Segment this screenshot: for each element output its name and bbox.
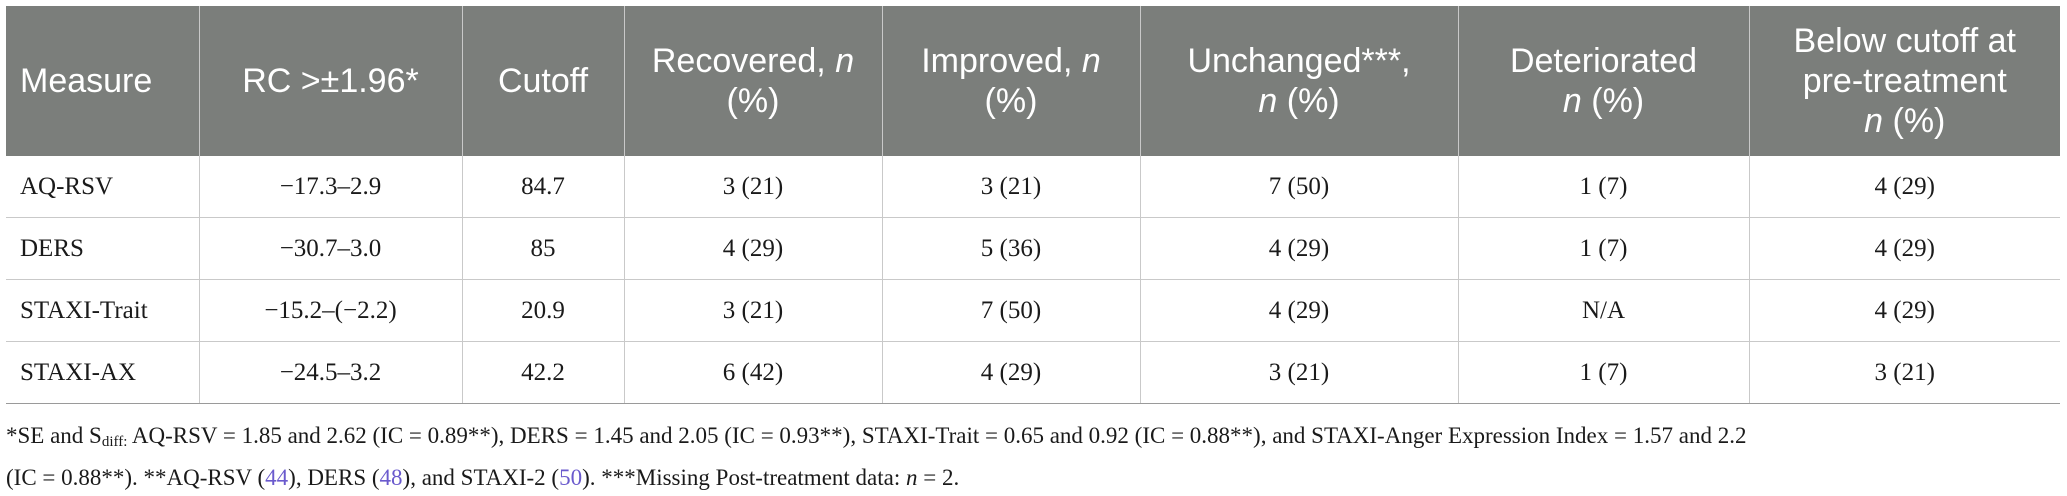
cell-recovered: 6 (42) (623, 341, 882, 404)
cell-measure: STAXI-Trait (6, 279, 199, 342)
cell-cutoff: 85 (461, 217, 624, 280)
cell-unchanged: 4 (29) (1139, 279, 1458, 342)
header-recovered: Recovered, n (%) (623, 6, 882, 156)
cell-cutoff: 20.9 (461, 279, 624, 342)
cell-measure: STAXI-AX (6, 341, 199, 404)
header-improved: Improved, n (%) (881, 6, 1140, 156)
cell-deteriorated: 1 (7) (1457, 341, 1749, 404)
cell-improved: 7 (50) (881, 279, 1140, 342)
cell-improved: 4 (29) (881, 341, 1140, 404)
cell-recovered: 3 (21) (623, 279, 882, 342)
cell-unchanged: 7 (50) (1139, 156, 1458, 218)
cell-recovered: 4 (29) (623, 217, 882, 280)
cell-unchanged: 3 (21) (1139, 341, 1458, 404)
cell-below-cutoff: 4 (29) (1748, 156, 2060, 218)
table-row: STAXI-AX −24.5–3.2 42.2 6 (42) 4 (29) 3 … (6, 341, 2060, 404)
cell-improved: 5 (36) (881, 217, 1140, 280)
header-rc: RC >±1.96* (198, 6, 462, 156)
header-measure: Measure (6, 6, 199, 156)
cell-measure: DERS (6, 217, 199, 280)
reference-link-44[interactable]: 44 (265, 465, 289, 490)
cell-rc: −15.2–(−2.2) (198, 279, 462, 342)
header-row: Measure RC >±1.96* Cutoff Recovered, n (%… (6, 6, 2060, 156)
footnote-line-1: *SE and Sdiff: AQ-RSV = 1.85 and 2.62 (I… (6, 423, 1747, 450)
cell-below-cutoff: 3 (21) (1748, 341, 2060, 404)
header-below-cutoff: Below cutoff at pre-treatment n (%) (1748, 6, 2060, 156)
table-footnotes: *SE and Sdiff: AQ-RSV = 1.85 and 2.62 (I… (6, 418, 2046, 496)
cell-rc: −17.3–2.9 (198, 156, 462, 218)
cell-measure: AQ-RSV (6, 156, 199, 218)
cell-cutoff: 84.7 (461, 156, 624, 218)
results-table-container: Measure RC >±1.96* Cutoff Recovered, n (%… (6, 6, 2060, 404)
reference-link-50[interactable]: 50 (559, 465, 583, 490)
table-row: DERS −30.7–3.0 85 4 (29) 5 (36) 4 (29) 1… (6, 217, 2060, 280)
cell-unchanged: 4 (29) (1139, 217, 1458, 280)
cell-cutoff: 42.2 (461, 341, 624, 404)
cell-rc: −24.5–3.2 (198, 341, 462, 404)
header-cutoff: Cutoff (461, 6, 624, 156)
cell-rc: −30.7–3.0 (198, 217, 462, 280)
reference-link-48[interactable]: 48 (379, 465, 403, 490)
header-deteriorated: Deteriorated n (%) (1457, 6, 1749, 156)
cell-below-cutoff: 4 (29) (1748, 279, 2060, 342)
results-table: Measure RC >±1.96* Cutoff Recovered, n (%… (6, 6, 2060, 404)
table-row: AQ-RSV −17.3–2.9 84.7 3 (21) 3 (21) 7 (5… (6, 156, 2060, 218)
cell-deteriorated: 1 (7) (1457, 217, 1749, 280)
cell-recovered: 3 (21) (623, 156, 882, 218)
cell-improved: 3 (21) (881, 156, 1140, 218)
footnote-line-2: (IC = 0.88**). **AQ-RSV (44), DERS (48),… (6, 465, 960, 490)
cell-deteriorated: N/A (1457, 279, 1749, 342)
cell-deteriorated: 1 (7) (1457, 156, 1749, 218)
header-unchanged: Unchanged***, n (%) (1139, 6, 1458, 156)
table-row: STAXI-Trait −15.2–(−2.2) 20.9 3 (21) 7 (… (6, 279, 2060, 342)
cell-below-cutoff: 4 (29) (1748, 217, 2060, 280)
